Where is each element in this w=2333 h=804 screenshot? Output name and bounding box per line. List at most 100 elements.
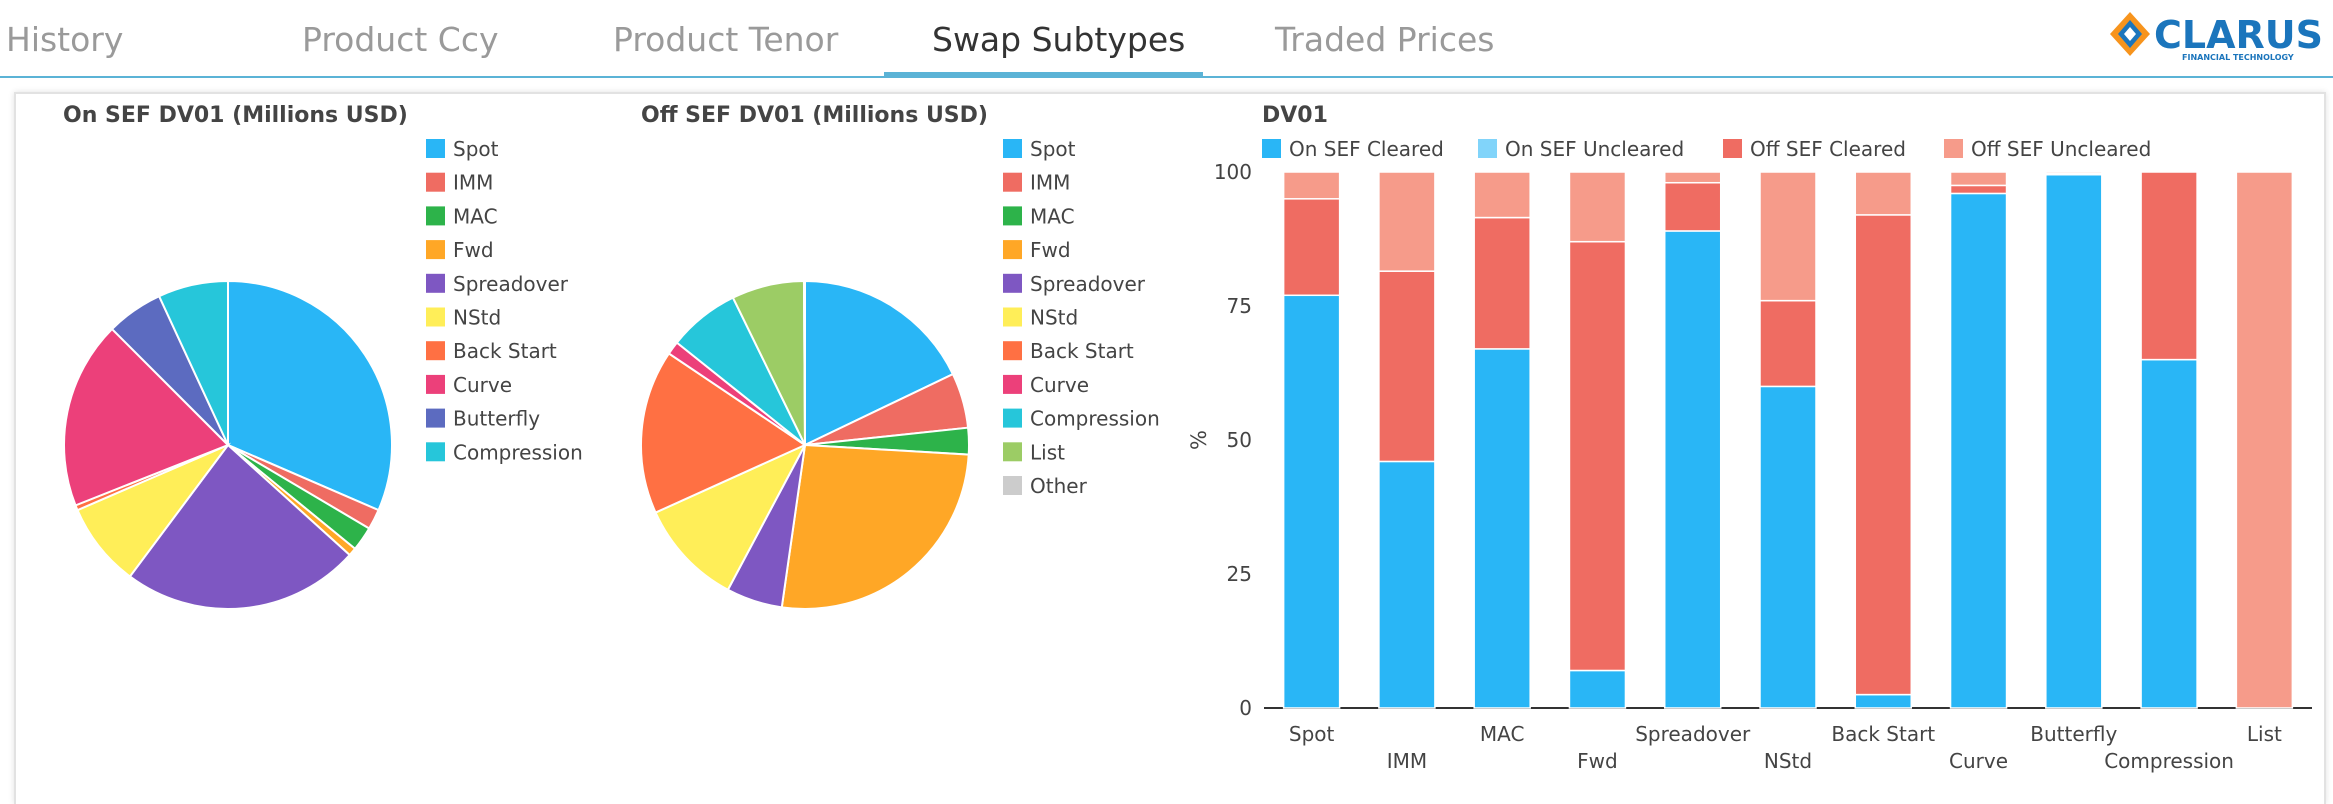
pie2-legend-label-list[interactable]: List	[1030, 440, 1065, 464]
dv01-bar-axes: 0 25 50 75 100% Spot IMM MAC Fwd Spreadover NStd Ba…	[1187, 160, 2312, 773]
dv01-x-tick-label-nstd: NStd	[1764, 749, 1812, 773]
pie2-legend-label-other[interactable]: Other	[1030, 474, 1088, 498]
pie1-legend-swatch-spot	[426, 139, 445, 158]
pie2-slice-spot[interactable]	[804, 279, 955, 447]
dv01-legend-label-on-sef-cleared[interactable]: On SEF Cleared	[1289, 137, 1444, 161]
dv01-legend-label-off-sef-cleared[interactable]: Off SEF Cleared	[1750, 137, 1906, 161]
dv01-bar-nstd-off-sef-cleared[interactable]	[1759, 299, 1817, 388]
pie1-legend-swatch-compression	[426, 442, 445, 462]
pie2-legend-label-nstd[interactable]: NStd	[1030, 306, 1078, 330]
clarus-logo[interactable]: CLARUS FINANCIAL TECHNOLOGY	[2108, 8, 2328, 64]
dv01-legend-label-off-sef-uncleared[interactable]: Off SEF Uncleared	[1971, 137, 2151, 161]
dv01-bar-curve-off-sef-uncleared[interactable]	[1949, 171, 2008, 187]
pie2-legend-label-fwd[interactable]: Fwd	[1030, 238, 1071, 262]
on-sef-pie-legend: Spot IMM MAC Fwd Spreadover NStd Back Start Cur…	[426, 137, 583, 464]
dv01-bar-series	[1282, 171, 2294, 709]
dv01-y-tick-label: 50	[1227, 428, 1252, 452]
dv01-bar-spreadover-off-sef-cleared[interactable]	[1663, 181, 1722, 232]
dv01-bar-curve-off-sef-cleared[interactable]	[1949, 184, 2008, 195]
dv01-x-tick-label-imm: IMM	[1387, 749, 1427, 773]
dv01-bar-fwd-off-sef-uncleared[interactable]	[1568, 171, 1627, 243]
pie2-legend-label-curve[interactable]: Curve	[1030, 373, 1089, 397]
pie2-slice-fwd[interactable]	[780, 443, 970, 610]
dv01-bar-butterfly-on-sef-cleared[interactable]	[2045, 173, 2103, 709]
dv01-bar-back-start-on-sef-cleared[interactable]	[1854, 693, 1913, 709]
dv01-bar-spot-on-sef-cleared[interactable]	[1282, 294, 1341, 709]
dv01-bar-legend: On SEF Cleared On SEF Uncleared Off SEF Cl…	[1262, 137, 2151, 161]
dv01-bar-imm-off-sef-uncleared[interactable]	[1378, 171, 1436, 272]
pie1-legend-label-compression[interactable]: Compression	[453, 440, 583, 464]
dv01-x-tick-label-butterfly: Butterfly	[2030, 722, 2117, 746]
dv01-bar-imm-off-sef-cleared[interactable]	[1378, 270, 1436, 463]
dv01-bar-mac-off-sef-cleared[interactable]	[1473, 216, 1531, 350]
on-sef-pie-title: On SEF DV01 (Millions USD)	[63, 103, 408, 128]
dv01-legend-swatch-off-sef-uncleared	[1944, 139, 1963, 158]
pie1-slice-curve[interactable]	[63, 327, 230, 507]
pie1-legend-label-butterfly[interactable]: Butterfly	[453, 407, 540, 431]
dv01-bar-butterfly-off-sef-uncleared[interactable]	[2045, 171, 2103, 175]
pie1-legend-swatch-curve	[426, 374, 445, 394]
tab-swap-subtypes[interactable]: Swap Subtypes	[932, 20, 1186, 59]
pie2-legend-label-back-start[interactable]: Back Start	[1030, 339, 1134, 363]
pie1-slice-spreadover[interactable]	[128, 443, 352, 610]
dv01-bar-list-off-sef-uncleared[interactable]	[2235, 171, 2294, 709]
pie2-slice-back-start[interactable]	[640, 352, 808, 514]
pie1-legend-swatch-spreadover	[426, 273, 445, 293]
logo-name: CLARUS	[2154, 13, 2323, 57]
dv01-bar-spot-off-sef-uncleared[interactable]	[1282, 171, 1341, 200]
tab-product-ccy[interactable]: Product Ccy	[302, 20, 499, 59]
pie1-legend-swatch-back-start	[426, 341, 445, 361]
pie2-legend-label-compression[interactable]: Compression	[1030, 407, 1160, 431]
dv01-legend-label-on-sef-uncleared[interactable]: On SEF Uncleared	[1505, 137, 1684, 161]
pie1-legend-label-spreadover[interactable]: Spreadover	[453, 272, 569, 296]
dv01-bar-spot-off-sef-cleared[interactable]	[1282, 198, 1341, 297]
pie1-legend-swatch-nstd	[426, 307, 445, 327]
pie2-legend-label-mac[interactable]: MAC	[1030, 204, 1075, 228]
pie2-legend-swatch-other	[1003, 476, 1022, 495]
pie2-slice-other[interactable]	[802, 279, 806, 446]
pie1-legend-label-mac[interactable]: MAC	[453, 204, 498, 228]
pie1-legend-label-curve[interactable]: Curve	[453, 373, 512, 397]
pie2-legend-swatch-curve	[1003, 374, 1022, 394]
pie1-legend-label-spot[interactable]: Spot	[453, 137, 499, 161]
dv01-bar-mac-off-sef-uncleared[interactable]	[1473, 171, 1531, 219]
dv01-legend-swatch-off-sef-cleared	[1723, 139, 1742, 158]
pie2-legend-label-imm[interactable]: IMM	[1030, 171, 1070, 195]
pie2-legend-swatch-imm	[1003, 172, 1022, 192]
pie2-legend-label-spot[interactable]: Spot	[1030, 137, 1076, 161]
dv01-bar-back-start-off-sef-cleared[interactable]	[1854, 214, 1913, 696]
pie1-legend-label-fwd[interactable]: Fwd	[453, 238, 494, 262]
dv01-bar-nstd-on-sef-cleared[interactable]	[1759, 385, 1817, 709]
dv01-bar-back-start-off-sef-uncleared[interactable]	[1854, 171, 1913, 216]
pie1-slice-nstd[interactable]	[76, 442, 232, 578]
pie1-legend-label-imm[interactable]: IMM	[453, 171, 493, 195]
dv01-bar-nstd-off-sef-uncleared[interactable]	[1759, 171, 1817, 302]
dv01-bar-compression-on-sef-cleared[interactable]	[2140, 358, 2198, 709]
dv01-bar-fwd-off-sef-cleared[interactable]	[1568, 240, 1627, 672]
tab-history[interactable]: History	[6, 20, 124, 59]
dv01-y-tick-label: 25	[1227, 562, 1252, 586]
pie1-legend-swatch-fwd	[426, 240, 445, 260]
dv01-bar-curve-on-sef-cleared[interactable]	[1949, 192, 2008, 709]
dv01-bar-spreadover-off-sef-uncleared[interactable]	[1663, 171, 1722, 184]
pie2-legend-swatch-spot	[1003, 139, 1022, 158]
dv01-x-tick-label-compression: Compression	[2104, 749, 2234, 773]
pie1-legend-label-nstd[interactable]: NStd	[453, 306, 501, 330]
tab-product-tenor[interactable]: Product Tenor	[613, 20, 839, 59]
active-tab-indicator	[884, 72, 1203, 77]
charts-canvas: On SEF DV01 (Millions USD) Spot IMM MAC Fwd…	[63, 103, 2312, 773]
tab-traded-prices[interactable]: Traded Prices	[1275, 20, 1495, 59]
dv01-bar-spreadover-on-sef-cleared[interactable]	[1663, 230, 1722, 709]
dv01-bar-imm-on-sef-cleared[interactable]	[1378, 460, 1436, 709]
pie2-legend-swatch-mac	[1003, 206, 1022, 226]
pie1-legend-label-back-start[interactable]: Back Start	[453, 339, 557, 363]
dv01-bar-fwd-on-sef-cleared[interactable]	[1568, 669, 1627, 709]
pie2-legend-label-spreadover[interactable]: Spreadover	[1030, 272, 1146, 296]
pie1-slice-spot[interactable]	[227, 279, 393, 512]
pie1-slice-compression[interactable]	[157, 279, 229, 446]
dv01-legend-swatch-on-sef-uncleared	[1478, 139, 1497, 158]
dv01-x-tick-label-list: List	[2247, 722, 2282, 746]
dv01-bar-compression-off-sef-cleared[interactable]	[2140, 171, 2198, 361]
dv01-bar-mac-on-sef-cleared[interactable]	[1473, 348, 1531, 709]
pie2-slice-nstd[interactable]	[654, 442, 808, 592]
